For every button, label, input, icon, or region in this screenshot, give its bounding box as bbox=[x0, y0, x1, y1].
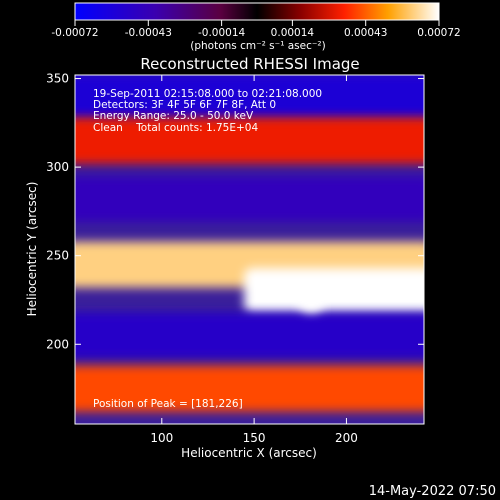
annotation-clean-counts: Clean Total counts: 1.75E+04 bbox=[93, 122, 258, 134]
annotation-block: 19-Sep-2011 02:15:08.000 to 02:21:08.000… bbox=[93, 88, 322, 134]
colorbar-gradient bbox=[74, 2, 440, 21]
colorbar-tick-label: 0.00014 bbox=[271, 27, 315, 39]
peak-hotspot bbox=[297, 284, 326, 313]
y-tick-label: 300 bbox=[46, 160, 69, 174]
colorbar-tick-label: 0.00072 bbox=[417, 27, 460, 39]
chart-title: Reconstructed RHESSI Image bbox=[140, 55, 359, 73]
heatmap-band bbox=[75, 312, 424, 359]
heatmap-band bbox=[75, 365, 424, 412]
heatmap-band bbox=[75, 117, 424, 164]
annotation-energy-range: Energy Range: 25.0 - 50.0 keV bbox=[93, 110, 254, 122]
colorbar-ticks: -0.00072 -0.00043 -0.00014 0.00014 0.00043 0.… bbox=[51, 20, 461, 39]
colorbar: -0.00072 -0.00043 -0.00014 0.00014 0.00043 0.… bbox=[51, 2, 461, 52]
x-tick-label: 200 bbox=[335, 431, 358, 445]
y-tick-label: 350 bbox=[46, 72, 69, 86]
colorbar-tick-label: -0.00014 bbox=[198, 27, 246, 39]
y-tick-label: 250 bbox=[46, 249, 69, 263]
axis-ticks: 100 150 200 200 250 300 350 bbox=[46, 72, 424, 445]
colorbar-tick-label: -0.00072 bbox=[51, 27, 98, 39]
annotation-detectors: Detectors: 3F 4F 5F 6F 7F 8F, Att 0 bbox=[93, 99, 276, 111]
heatmap-bands bbox=[75, 75, 424, 412]
heatmap-band bbox=[244, 268, 424, 315]
annotation-time-range: 19-Sep-2011 02:15:08.000 to 02:21:08.000 bbox=[93, 88, 322, 100]
heatmap-plot: 100 150 200 200 250 300 350 19-Sep-2011 02:15:… bbox=[46, 72, 425, 445]
x-tick-label: 150 bbox=[243, 431, 266, 445]
y-tick-label: 200 bbox=[46, 337, 69, 351]
colorbar-units: (photons cm⁻² s⁻¹ asec⁻²) bbox=[190, 40, 325, 52]
colorbar-tick-label: -0.00043 bbox=[125, 27, 172, 39]
x-axis-label: Heliocentric X (arcsec) bbox=[181, 446, 317, 460]
y-axis-label: Heliocentric Y (arcsec) bbox=[25, 182, 39, 317]
heatmap-band bbox=[75, 75, 424, 120]
heatmap-band bbox=[75, 175, 424, 223]
x-tick-label: 100 bbox=[150, 431, 173, 445]
colorbar-tick-label: 0.00043 bbox=[344, 27, 387, 39]
plot-frame bbox=[74, 74, 425, 425]
footer-date: 14-May-2022 07:50 bbox=[369, 484, 496, 499]
peak-position-label: Position of Peak = [181,226] bbox=[93, 398, 243, 410]
